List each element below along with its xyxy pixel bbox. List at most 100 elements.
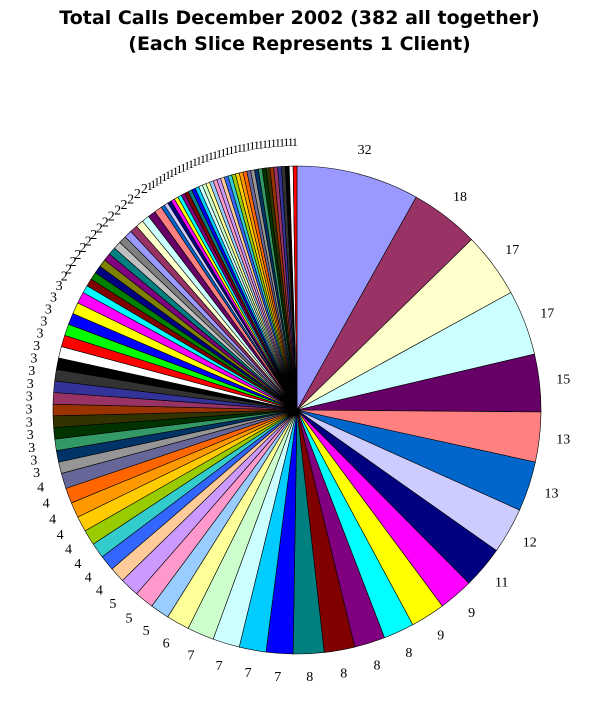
slice-label: 12 bbox=[523, 535, 537, 550]
slice-label: 7 bbox=[216, 659, 223, 674]
slice-label: 3 bbox=[27, 428, 34, 443]
slice-label: 7 bbox=[245, 666, 252, 681]
slice-label: 1 bbox=[228, 143, 234, 157]
slice-label: 1 bbox=[169, 166, 175, 180]
slice-label: 11 bbox=[495, 576, 508, 591]
slice-label: 1 bbox=[262, 137, 268, 151]
slice-label: 8 bbox=[374, 658, 381, 673]
slice-label: 1 bbox=[288, 135, 294, 149]
slice-label: 2 bbox=[61, 270, 68, 285]
slice-label: 4 bbox=[65, 543, 72, 558]
slice-label: 1 bbox=[200, 152, 206, 166]
chart-title-block: Total Calls December 2002 (382 all toget… bbox=[0, 5, 599, 57]
slice-label: 5 bbox=[109, 597, 116, 612]
slice-label: 2 bbox=[108, 209, 115, 224]
slice-label: 5 bbox=[143, 624, 150, 639]
slice-label: 1 bbox=[237, 141, 243, 155]
slice-label: 8 bbox=[306, 670, 313, 685]
slice-label: 1 bbox=[161, 170, 167, 184]
slice-label: 3 bbox=[33, 339, 40, 354]
slice-label: 3 bbox=[56, 279, 63, 294]
slice-label: 2 bbox=[90, 228, 97, 243]
slice-label: 1 bbox=[241, 140, 247, 154]
pie-slices bbox=[52, 165, 542, 655]
slice-label: 1 bbox=[173, 164, 179, 178]
slice-label: 15 bbox=[556, 373, 570, 388]
slice-label: 2 bbox=[114, 203, 121, 218]
slice-label: 13 bbox=[545, 487, 559, 502]
slice-label: 1 bbox=[254, 138, 260, 152]
slice-label: 2 bbox=[134, 187, 141, 202]
slice-label: 2 bbox=[141, 182, 148, 197]
slice-label: 2 bbox=[65, 262, 72, 277]
slice-label: 1 bbox=[279, 135, 285, 149]
slice-label: 1 bbox=[233, 142, 239, 156]
slice-label: 1 bbox=[258, 138, 264, 152]
slice-label: 1 bbox=[180, 160, 186, 174]
slice-label: 1 bbox=[147, 179, 153, 193]
slice-label: 4 bbox=[85, 571, 92, 586]
slice-label: 3 bbox=[26, 403, 33, 418]
slice-label: 1 bbox=[150, 177, 156, 191]
slice-label: 3 bbox=[30, 454, 37, 469]
slice-label: 4 bbox=[57, 528, 64, 543]
chart-title: Total Calls December 2002 (382 all toget… bbox=[59, 7, 540, 29]
slice-label: 1 bbox=[216, 147, 222, 161]
slice-label: 4 bbox=[96, 584, 103, 599]
slice-label: 1 bbox=[165, 168, 171, 182]
slice-label: 1 bbox=[196, 154, 202, 168]
slice-label: 7 bbox=[188, 649, 195, 664]
slice-label: 1 bbox=[292, 135, 298, 149]
slice-label: 3 bbox=[28, 364, 35, 379]
slice-label: 3 bbox=[45, 302, 52, 317]
slice-label: 2 bbox=[102, 215, 109, 230]
slice-label: 1 bbox=[204, 151, 210, 165]
slice-label: 3 bbox=[26, 390, 33, 405]
slice-label: 3 bbox=[33, 466, 40, 481]
slice-label: 17 bbox=[505, 243, 519, 258]
slice-label: 1 bbox=[220, 145, 226, 159]
chart-subtitle: (Each Slice Represents 1 Client) bbox=[128, 33, 471, 55]
slice-label: 9 bbox=[468, 606, 475, 621]
slice-label: 4 bbox=[37, 480, 44, 495]
slice-label: 8 bbox=[405, 646, 412, 661]
slice-label: 4 bbox=[74, 557, 81, 572]
slice-label: 1 bbox=[271, 136, 277, 150]
slice-label: 1 bbox=[266, 136, 272, 150]
slice-label: 4 bbox=[43, 497, 50, 512]
slice-label: 9 bbox=[437, 629, 444, 644]
slice-label: 8 bbox=[340, 666, 347, 681]
slice-label: 1 bbox=[249, 139, 255, 153]
slice-label: 18 bbox=[453, 190, 467, 205]
slice-label: 1 bbox=[275, 136, 281, 150]
slice-label: 2 bbox=[80, 241, 87, 256]
slice-label: 1 bbox=[283, 135, 289, 149]
slice-label: 32 bbox=[358, 143, 372, 158]
slice-label: 2 bbox=[121, 198, 128, 213]
pie-slice bbox=[292, 165, 298, 411]
slice-label: 1 bbox=[208, 149, 214, 163]
slice-label: 1 bbox=[245, 140, 251, 154]
slice-label: 13 bbox=[556, 432, 570, 447]
slice-label: 1 bbox=[158, 172, 164, 186]
slice-label: 2 bbox=[74, 248, 81, 263]
slice-label: 4 bbox=[49, 512, 56, 527]
slice-label: 1 bbox=[192, 155, 198, 169]
slice-label: 2 bbox=[70, 255, 77, 270]
slice-label: 6 bbox=[163, 636, 170, 651]
slice-label: 1 bbox=[176, 162, 182, 176]
slice-label: 3 bbox=[30, 352, 37, 367]
slice-label: 5 bbox=[126, 611, 133, 626]
slice-label: 3 bbox=[26, 415, 33, 430]
slice-label: 3 bbox=[50, 291, 57, 306]
pie-slice bbox=[296, 165, 417, 412]
slice-label: 17 bbox=[540, 306, 554, 321]
slice-label: 3 bbox=[40, 314, 47, 329]
slice-label: 3 bbox=[37, 327, 44, 342]
slice-label: 7 bbox=[274, 670, 281, 685]
slice-label: 2 bbox=[127, 192, 134, 207]
slice-label: 1 bbox=[212, 148, 218, 162]
slice-label: 2 bbox=[96, 222, 103, 237]
slice-label: 1 bbox=[184, 159, 190, 173]
